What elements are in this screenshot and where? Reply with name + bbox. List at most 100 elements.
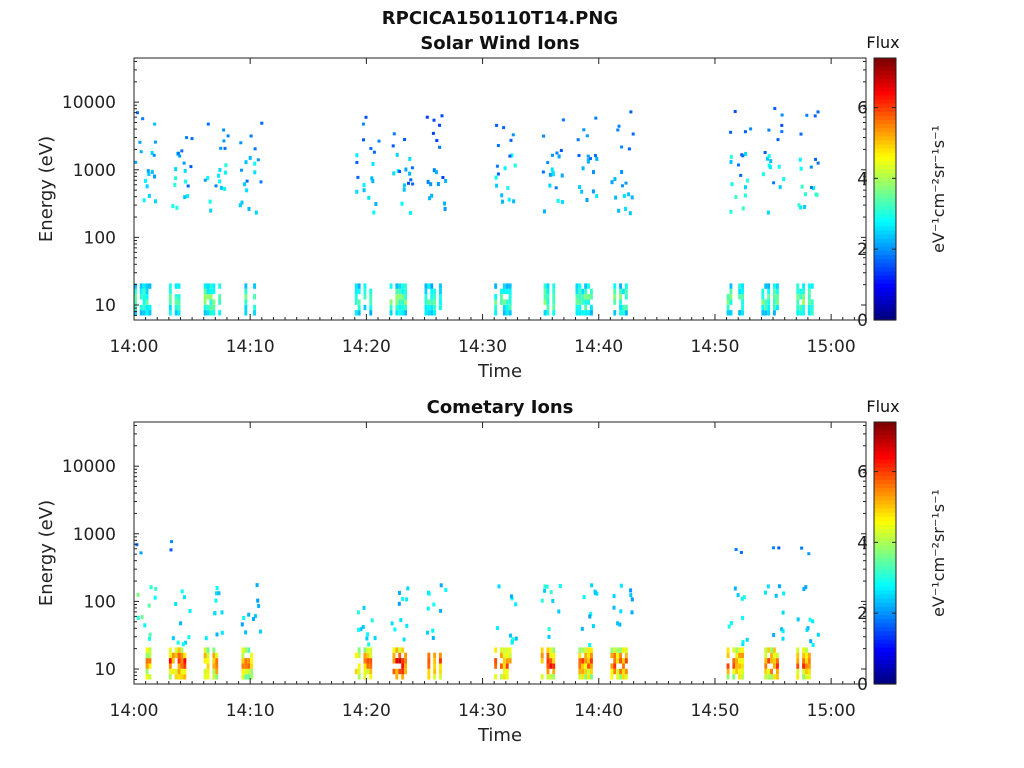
burst-1441 [610, 583, 634, 680]
data-cell [584, 668, 588, 675]
data-cell [226, 134, 230, 138]
data-cell [619, 647, 622, 653]
data-cell [427, 652, 431, 659]
data-cell [581, 299, 585, 305]
data-cell [494, 175, 498, 180]
burst-1454 [763, 546, 786, 680]
data-cell [500, 647, 503, 653]
data-cell [435, 139, 439, 142]
data-cell [431, 628, 435, 633]
data-cell [543, 288, 547, 295]
data-cell [244, 674, 248, 680]
data-cell [136, 615, 140, 620]
data-cell [587, 674, 590, 680]
data-cell [612, 605, 616, 610]
data-cell [501, 199, 504, 204]
data-cell [171, 204, 175, 209]
data-cell [247, 658, 251, 664]
data-cell [357, 288, 361, 295]
y-axis-label: Energy (eV) [36, 500, 57, 606]
data-cell [540, 652, 544, 659]
data-cell [354, 299, 358, 305]
spectrogram-cells [134, 107, 820, 316]
data-cell [578, 674, 582, 680]
colorbar-step [874, 246, 896, 251]
data-cell [139, 551, 143, 555]
data-cell [729, 621, 733, 625]
data-cell [589, 157, 592, 161]
data-cell [145, 663, 149, 669]
burst-1457 [796, 110, 820, 316]
data-cell [424, 294, 428, 300]
data-cell [145, 658, 149, 664]
data-cell [627, 147, 631, 151]
data-cell [549, 658, 553, 664]
x-tick-label: 14:50 [690, 701, 739, 721]
data-cell [392, 652, 396, 659]
data-cell [240, 622, 244, 627]
data-cell [247, 206, 251, 211]
data-cell [183, 168, 187, 173]
y-tick-label: 100 [84, 592, 116, 612]
data-cell [208, 199, 212, 204]
data-cell [142, 288, 146, 295]
data-cell [433, 310, 437, 316]
data-cell [796, 663, 800, 669]
data-cell [610, 647, 614, 653]
x-axis: 14:00 14:10 14:20 14:30 14:40 14:50 15:00 Time [110, 58, 867, 382]
data-cell [816, 161, 820, 165]
data-cell [576, 138, 580, 142]
colorbar-step [874, 176, 896, 182]
data-cell [587, 647, 590, 653]
data-cell [590, 310, 593, 316]
data-cell [741, 668, 744, 675]
data-cell [500, 288, 503, 295]
colorbar-step [874, 287, 896, 292]
data-cell [244, 299, 248, 305]
data-cell [408, 171, 412, 176]
data-cell [619, 658, 622, 664]
data-cell [204, 636, 208, 641]
data-cell [139, 283, 143, 289]
data-cell [799, 310, 803, 316]
data-cell [203, 652, 207, 659]
data-cell [578, 288, 582, 295]
colorbar-step [874, 430, 896, 435]
data-cell [503, 166, 507, 171]
data-cell [735, 658, 739, 664]
data-cell [502, 663, 506, 669]
burst-1425 [424, 114, 448, 316]
data-cell [799, 294, 803, 300]
data-cell [218, 294, 222, 300]
data-cell [206, 668, 210, 675]
colorbar-label: Flux [866, 397, 899, 416]
data-cell [433, 658, 437, 664]
colorbar-step [874, 131, 896, 137]
data-cell [395, 310, 399, 316]
data-cell [776, 294, 779, 300]
data-cell [363, 674, 367, 680]
data-cell [729, 159, 733, 164]
data-cell [739, 173, 743, 177]
colorbar-step [874, 483, 896, 489]
data-cell [619, 609, 623, 614]
data-cell [761, 294, 765, 300]
data-cell [393, 627, 397, 632]
data-cell [781, 610, 785, 615]
data-cell [767, 674, 771, 680]
data-cell [540, 658, 544, 664]
data-cell [546, 304, 550, 311]
colorbar-step [874, 532, 896, 538]
colorbar-step [874, 499, 896, 505]
data-cell [406, 586, 410, 591]
data-cell [590, 674, 593, 680]
data-cell [729, 283, 733, 289]
data-cell [578, 294, 582, 300]
data-cell [807, 652, 811, 659]
data-cell [401, 658, 405, 664]
data-cell [398, 590, 401, 595]
data-cell [773, 658, 776, 664]
x-tick-label: 14:30 [458, 701, 507, 721]
data-cell [145, 299, 149, 305]
data-cell [803, 205, 807, 209]
